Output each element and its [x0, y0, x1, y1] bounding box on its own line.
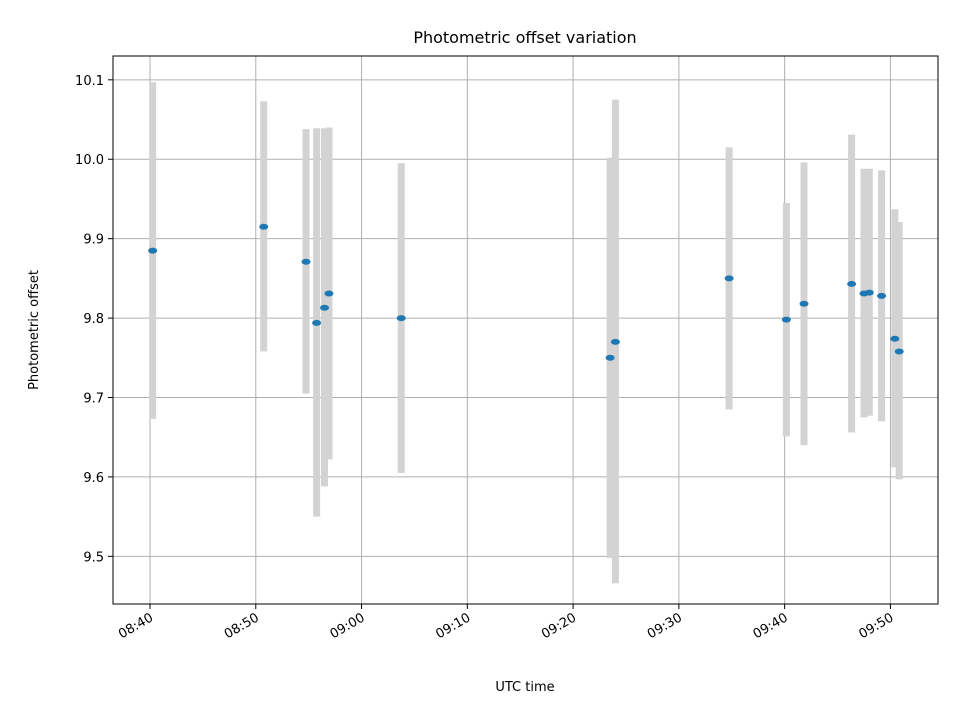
- y-axis-ticks: 9.5 9.6 9.7 9.8 9.9 10.0 10.1: [75, 74, 113, 565]
- data-point: [877, 292, 887, 299]
- y-tick-label: 9.9: [83, 233, 104, 248]
- data-point: [799, 300, 809, 307]
- data-point: [890, 335, 900, 342]
- data-points: [148, 223, 904, 361]
- y-tick-label: 9.7: [83, 392, 104, 407]
- data-point: [312, 319, 322, 326]
- y-tick-label: 10.1: [75, 74, 104, 89]
- data-point: [864, 289, 874, 296]
- x-axis-label: UTC time: [495, 680, 554, 695]
- data-point: [605, 354, 615, 361]
- data-point: [324, 290, 334, 297]
- data-point: [894, 348, 904, 355]
- y-tick-label: 9.5: [83, 550, 104, 565]
- chart-title: Photometric offset variation: [413, 28, 636, 47]
- data-point: [847, 280, 857, 287]
- data-point: [259, 223, 269, 230]
- data-point: [610, 338, 620, 345]
- data-point: [301, 258, 311, 265]
- y-tick-label: 10.0: [75, 153, 104, 168]
- data-point: [320, 304, 330, 311]
- y-tick-label: 9.6: [83, 471, 104, 486]
- data-point: [724, 275, 734, 282]
- y-axis-label: Photometric offset: [27, 270, 42, 390]
- data-point: [396, 315, 406, 322]
- grid: [113, 56, 938, 604]
- data-point: [148, 247, 158, 254]
- plot-frame: [112, 55, 939, 605]
- data-point: [781, 316, 791, 323]
- y-tick-label: 9.8: [83, 312, 104, 327]
